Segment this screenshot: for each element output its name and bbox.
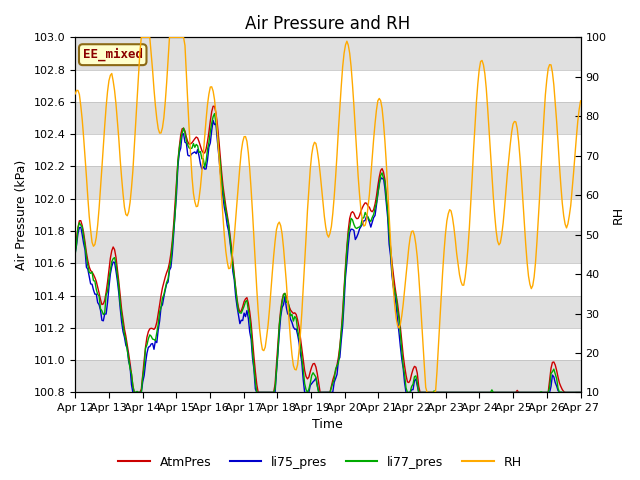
RH	[133, 96, 141, 102]
AtmPres	[295, 324, 303, 330]
li75_pres	[129, 390, 137, 396]
Line: li75_pres: li75_pres	[75, 120, 580, 393]
li75_pres	[71, 250, 79, 256]
AtmPres	[250, 354, 258, 360]
li75_pres	[225, 228, 232, 234]
RH	[577, 98, 584, 104]
Bar	[75, 167, 580, 199]
RH	[223, 259, 231, 264]
Legend: AtmPres, li75_pres, li77_pres, RH: AtmPres, li75_pres, li77_pres, RH	[113, 451, 527, 474]
Y-axis label: Air Pressure (kPa): Air Pressure (kPa)	[15, 160, 28, 270]
Title: Air Pressure and RH: Air Pressure and RH	[245, 15, 410, 33]
AtmPres	[225, 221, 232, 227]
li77_pres	[242, 299, 250, 304]
Bar	[75, 231, 580, 264]
li75_pres	[209, 118, 217, 123]
AtmPres	[134, 390, 142, 396]
Text: EE_mixed: EE_mixed	[83, 48, 143, 61]
li77_pres	[71, 252, 79, 257]
li75_pres	[552, 380, 559, 385]
AtmPres	[71, 248, 79, 254]
Line: AtmPres: AtmPres	[75, 106, 580, 393]
li77_pres	[250, 365, 258, 371]
RH	[423, 390, 431, 396]
RH	[240, 134, 248, 140]
AtmPres	[242, 296, 250, 302]
Bar	[75, 296, 580, 328]
RH	[552, 100, 559, 106]
RH	[249, 210, 257, 216]
li75_pres	[242, 314, 250, 320]
Bar	[75, 37, 580, 70]
li75_pres	[134, 390, 142, 396]
AtmPres	[552, 362, 559, 368]
li77_pres	[211, 111, 218, 117]
Line: RH: RH	[75, 37, 580, 393]
li75_pres	[250, 366, 258, 372]
li77_pres	[577, 390, 584, 396]
AtmPres	[131, 390, 138, 396]
li77_pres	[295, 334, 303, 340]
X-axis label: Time: Time	[312, 419, 343, 432]
Bar	[75, 360, 580, 393]
AtmPres	[209, 103, 217, 109]
li77_pres	[552, 371, 559, 377]
Y-axis label: RH: RH	[612, 206, 625, 224]
RH	[294, 362, 301, 368]
Line: li77_pres: li77_pres	[75, 114, 580, 393]
li77_pres	[225, 223, 232, 228]
li77_pres	[134, 390, 142, 396]
li77_pres	[131, 390, 138, 396]
Bar	[75, 102, 580, 134]
li75_pres	[295, 339, 303, 345]
li75_pres	[577, 390, 584, 396]
RH	[71, 91, 79, 97]
RH	[138, 35, 145, 40]
AtmPres	[577, 390, 584, 396]
